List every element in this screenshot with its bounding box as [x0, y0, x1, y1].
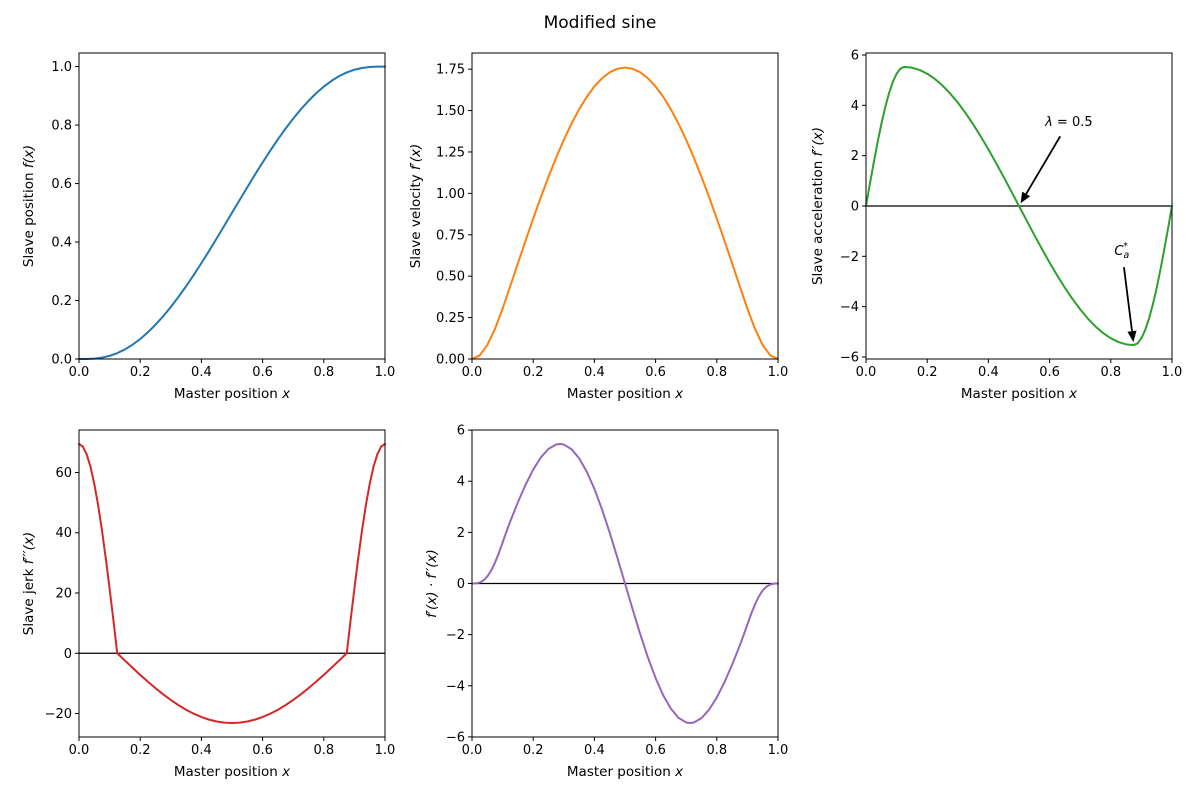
annotation-arrow: [1123, 267, 1133, 332]
y-tick-label: 0: [64, 647, 72, 662]
y-tick-label: 20: [55, 587, 72, 602]
x-tick-label: 0.4: [191, 743, 212, 758]
y-tick-label: −20: [45, 707, 72, 722]
x-tick-label: 0.0: [69, 743, 90, 758]
axes-frame: [78, 429, 386, 738]
slave-acceleration-curve: [865, 65, 1173, 347]
x-tick-label: 0.4: [978, 365, 999, 380]
y-tick-label: −6: [840, 350, 859, 365]
subplot-velocity-acceleration-product: 0.0 0.2 0.4 0.6 0.8 1.0 −6 −4 −2 0 2 4 6 Master posit…: [424, 424, 788, 780]
y-tick-label: 0.00: [436, 353, 465, 368]
y-tick-label: 1.75: [436, 63, 465, 78]
x-tick-label: 1.0: [375, 743, 396, 758]
annotation-arrowhead: [1127, 330, 1137, 343]
x-axis-label: Master position x: [567, 386, 684, 402]
y-tick-label: −2: [446, 628, 465, 643]
x-tick-label: 1.0: [768, 743, 789, 758]
velocity-acceleration-product-curve: [471, 442, 779, 725]
x-tick-label: 0.0: [462, 365, 483, 380]
slave-velocity-chart-svg: 0.0 0.2 0.4 0.6 0.8 1.0 0.00 0.25 0.50 0.75 1.00 1.…: [408, 52, 788, 402]
y-tick-label: 0: [851, 200, 859, 215]
y-tick-label: 0.50: [436, 270, 465, 285]
annotation-text: Ca*: [1114, 241, 1129, 261]
y-axis-label: f′(x) · f′′(x): [424, 549, 440, 618]
x-tick-label: 0.0: [856, 365, 877, 380]
y-tick-label: −4: [840, 300, 859, 315]
x-tick-label: 0.6: [645, 743, 666, 758]
y-tick-label: 1.25: [436, 145, 465, 160]
x-tick-label: 0.8: [706, 365, 727, 380]
x-tick-label: 1.0: [768, 365, 789, 380]
y-tick-label: 0.75: [436, 228, 465, 243]
x-tick-label: 1.0: [375, 365, 396, 380]
y-tick-label: 0.8: [51, 119, 72, 134]
y-tick-label: 2: [457, 526, 465, 541]
slave-acceleration-chart-svg: 0.0 0.2 0.4 0.6 0.8 1.0 −6 −4 −2 0 2 4 6 Master posit…: [810, 49, 1182, 402]
x-tick-label: 0.8: [313, 743, 334, 758]
annotation-arrow: [1025, 135, 1061, 195]
x-tick-label: 0.0: [69, 365, 90, 380]
y-tick-label: 0.2: [51, 294, 72, 309]
y-axis-label: Slave position f(x): [21, 145, 37, 267]
x-tick-label: 0.8: [706, 743, 727, 758]
y-axis-label: Slave jerk f′′′(x): [21, 532, 37, 635]
annotation-arrowhead: [1020, 191, 1031, 204]
x-tick-label: 0.4: [584, 743, 605, 758]
slave-position-chart-svg: 0.0 0.2 0.4 0.6 0.8 1.0 0.0 0.2 0.4 0.6 0.8 1.0 Mast…: [21, 52, 395, 402]
y-tick-label: 0.4: [51, 236, 72, 251]
subplot-slave-velocity: 0.0 0.2 0.4 0.6 0.8 1.0 0.00 0.25 0.50 0.75 1.00 1.…: [408, 52, 788, 402]
x-tick-label: 0.8: [1100, 365, 1121, 380]
slave-jerk-curve: [78, 442, 386, 725]
x-tick-label: 0.0: [462, 743, 483, 758]
x-tick-label: 0.6: [1039, 365, 1060, 380]
y-tick-label: 1.0: [51, 60, 72, 75]
y-tick-label: 2: [851, 149, 859, 164]
subplot-slave-jerk: 0.0 0.2 0.4 0.6 0.8 1.0 −20 0 20 40 60 Master posit…: [21, 429, 395, 780]
figure-title: Modified sine: [543, 13, 657, 33]
x-tick-label: 0.6: [252, 365, 273, 380]
x-axis-label: Master position x: [174, 386, 291, 402]
x-tick-label: 0.6: [252, 743, 273, 758]
subplot-slave-position: 0.0 0.2 0.4 0.6 0.8 1.0 0.0 0.2 0.4 0.6 0.8 1.0 Mast…: [21, 52, 395, 402]
x-tick-label: 0.8: [313, 365, 334, 380]
x-tick-label: 0.2: [130, 743, 151, 758]
y-tick-label: −2: [840, 250, 859, 265]
y-tick-label: 40: [55, 526, 72, 541]
x-tick-label: 0.2: [523, 743, 544, 758]
x-axis-label: Master position x: [961, 386, 1078, 402]
y-tick-label: 60: [55, 466, 72, 481]
x-tick-label: 0.4: [584, 365, 605, 380]
y-tick-label: −6: [446, 730, 465, 745]
subplot-slave-acceleration: 0.0 0.2 0.4 0.6 0.8 1.0 −6 −4 −2 0 2 4 6 Master posit…: [810, 49, 1182, 402]
x-axis-label: Master position x: [174, 764, 291, 780]
y-axis-label: Slave acceleration f′′(x): [810, 127, 826, 285]
y-axis-label: Slave velocity f′(x): [408, 144, 424, 269]
slave-position-curve: [78, 65, 386, 360]
y-tick-label: 6: [851, 49, 859, 64]
x-tick-label: 0.2: [917, 365, 938, 380]
slave-velocity-curve: [471, 66, 779, 360]
x-tick-label: 0.6: [645, 365, 666, 380]
y-tick-label: 0.6: [51, 177, 72, 192]
y-tick-label: 4: [457, 475, 465, 490]
y-tick-label: 1.50: [436, 104, 465, 119]
y-tick-label: 4: [851, 99, 859, 114]
x-tick-label: 1.0: [1162, 365, 1183, 380]
y-tick-label: 0.0: [51, 353, 72, 368]
x-tick-label: 0.2: [130, 365, 151, 380]
slave-jerk-chart-svg: 0.0 0.2 0.4 0.6 0.8 1.0 −20 0 20 40 60 Master posit…: [21, 429, 395, 780]
velocity-acceleration-product-chart-svg: 0.0 0.2 0.4 0.6 0.8 1.0 −6 −4 −2 0 2 4 6 Master posit…: [424, 424, 788, 780]
x-axis-label: Master position x: [567, 764, 684, 780]
x-tick-label: 0.4: [191, 365, 212, 380]
y-tick-label: −4: [446, 679, 465, 694]
annotation-text: λ = 0.5: [1044, 115, 1093, 130]
y-tick-label: 0.25: [436, 311, 465, 326]
y-tick-label: 1.00: [436, 187, 465, 202]
y-tick-label: 0: [457, 577, 465, 592]
axes-frame: [78, 52, 386, 360]
y-tick-label: 6: [457, 424, 465, 439]
x-tick-label: 0.2: [523, 365, 544, 380]
axes-frame: [471, 52, 779, 360]
